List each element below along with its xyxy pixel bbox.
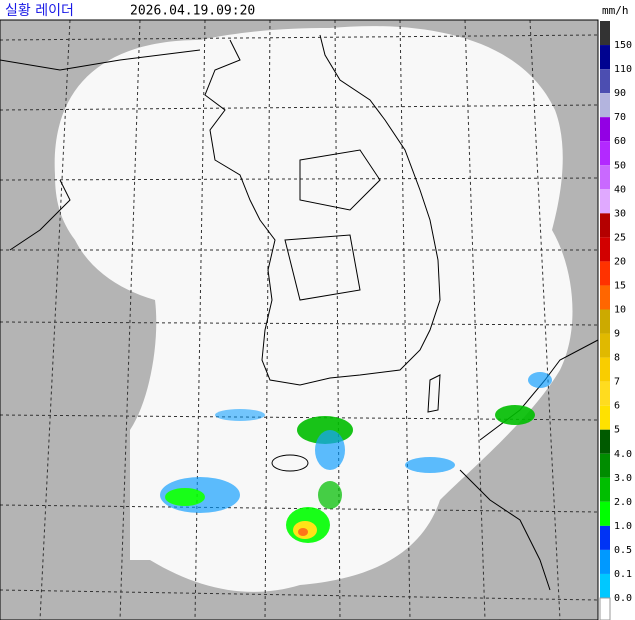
legend-swatch	[600, 549, 610, 574]
legend-label: 2.0	[614, 497, 632, 508]
legend-label: 110	[614, 64, 632, 75]
legend-swatch	[600, 21, 610, 46]
legend-swatch	[600, 237, 610, 262]
legend-label: 0.1	[614, 569, 632, 580]
legend-swatch	[600, 69, 610, 94]
unit: mm/h	[602, 4, 629, 17]
legend-swatch	[600, 213, 610, 238]
precipitation	[160, 372, 552, 543]
legend-swatch-base	[599, 597, 611, 620]
legend-label: 4.0	[614, 449, 632, 460]
legend-swatch	[600, 141, 610, 166]
legend-swatch	[600, 117, 610, 142]
legend-swatch	[600, 357, 610, 382]
legend-label: 70	[614, 112, 626, 123]
legend-swatch	[600, 477, 610, 502]
legend-label: 3.0	[614, 473, 632, 484]
legend-swatch	[600, 381, 610, 406]
legend-label: 25	[614, 232, 626, 243]
legend-swatch	[600, 45, 610, 70]
map	[0, 19, 599, 620]
legend-label: 9	[614, 329, 620, 340]
legend-label: 60	[614, 136, 626, 147]
legend-swatch	[600, 285, 610, 310]
legend-label: 0.5	[614, 545, 632, 556]
legend-swatch	[600, 429, 610, 454]
legend-label: 20	[614, 256, 626, 267]
legend: 150 110 90 70 60 50 40 30 25 20 15 10 9 8 7 6 5 4.0 3.0 2.0…	[599, 21, 632, 620]
legend-label: 90	[614, 88, 626, 99]
legend-label: 50	[614, 160, 626, 171]
legend-swatch	[600, 309, 610, 334]
legend-swatch	[600, 573, 610, 598]
legend-swatch	[600, 333, 610, 358]
legend-label: 1.0	[614, 521, 632, 532]
legend-swatch	[600, 525, 610, 550]
legend-label: 8	[614, 353, 620, 364]
legend-swatch	[600, 501, 610, 526]
map-frame	[0, 19, 599, 620]
legend-label: 5	[614, 425, 620, 436]
title: 실황 레이더	[5, 3, 74, 19]
legend-swatch	[600, 261, 610, 286]
legend-label: 0.0	[614, 593, 632, 604]
legend-label: 40	[614, 184, 626, 195]
legend-swatch	[600, 189, 610, 214]
legend-label: 30	[614, 208, 626, 219]
radar-coverage	[54, 26, 573, 592]
legend-label: 15	[614, 280, 626, 291]
legend-label: 150	[614, 40, 632, 51]
timestamp: 2026.04.19.09:20	[130, 4, 255, 19]
legend-swatch	[600, 405, 610, 430]
legend-label: 7	[614, 377, 620, 388]
legend-swatch	[600, 165, 610, 190]
legend-label: 6	[614, 401, 620, 412]
legend-swatch	[600, 453, 610, 478]
legend-label: 10	[614, 305, 626, 316]
legend-swatch	[600, 93, 610, 118]
